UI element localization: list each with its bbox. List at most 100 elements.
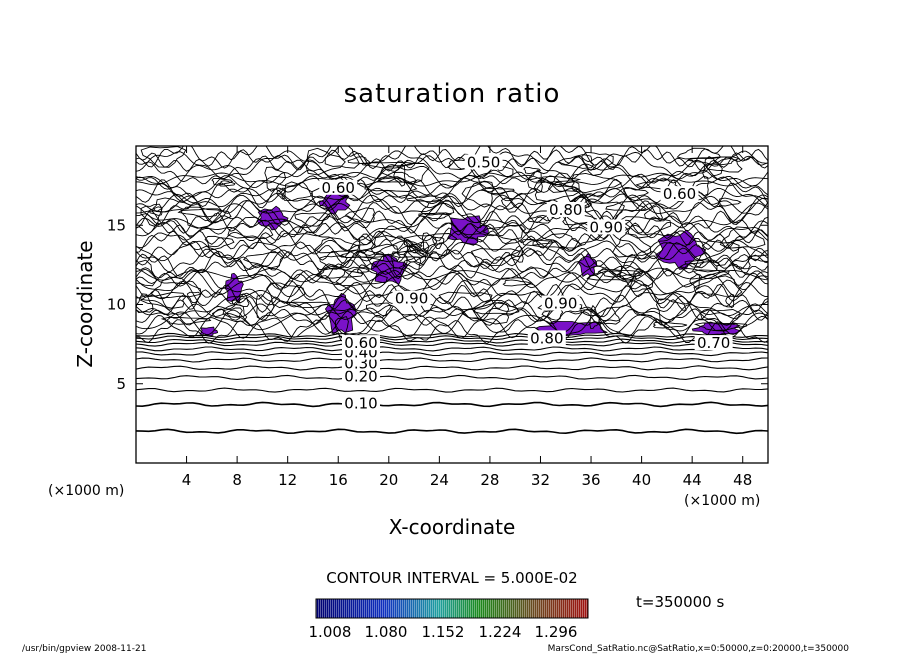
footer-left: /usr/bin/gpview 2008-11-21	[22, 644, 146, 654]
contour-cell	[580, 151, 614, 176]
plot-area: 0.100.200.300.400.60 0.80 0.700.90 0.900.90…	[136, 146, 768, 463]
contour-cell	[421, 232, 438, 253]
contour-cell	[684, 260, 705, 268]
x-axis-title: X-coordinate	[389, 515, 516, 539]
contour-label: 0.50	[467, 153, 500, 171]
contour-line	[136, 346, 768, 352]
chart-title: saturation ratio	[344, 79, 561, 109]
contour-cell	[276, 187, 287, 200]
contour-line	[136, 202, 768, 229]
contour-line	[136, 250, 768, 280]
contour-cell	[432, 236, 445, 249]
x-tick-label: 20	[379, 471, 398, 489]
x-tick-label: 8	[232, 471, 242, 489]
x-tick-label: 12	[278, 471, 297, 489]
contour-line	[136, 222, 768, 242]
contour-cell	[586, 270, 638, 281]
y-axis-ticks: 5 10 15	[107, 216, 768, 393]
contour-label: 0.60	[663, 185, 696, 203]
colorbar-tick-label: 1.008	[309, 623, 352, 641]
x-tick-label: 24	[430, 471, 449, 489]
contour-cell	[177, 208, 223, 218]
x-axis-ticks: 4 8 12 16 20 24 28 32 36 40 44 48	[182, 146, 752, 489]
contour-label-bg	[341, 368, 380, 384]
contour-line	[136, 239, 768, 262]
x-axis-unit-left: (×1000 m)	[48, 483, 124, 499]
contour-cell	[557, 154, 595, 169]
contour-cell	[472, 300, 520, 315]
contour-cell	[338, 249, 387, 258]
contour-cell	[438, 291, 493, 311]
contour-cell	[461, 180, 494, 208]
contour-cell	[204, 235, 235, 250]
contour-label: 0.20	[344, 367, 377, 385]
contour-line	[136, 294, 768, 321]
contour-cell	[693, 275, 743, 297]
contour-cell	[355, 243, 401, 262]
contour-line	[136, 187, 768, 209]
contour-cell	[656, 298, 687, 324]
contour-cell	[480, 187, 515, 195]
colorbar-tick-label: 1.080	[365, 623, 408, 641]
contour-cell	[380, 162, 430, 185]
contour-line	[136, 222, 768, 251]
contour-cell	[461, 302, 510, 325]
contour-cell	[717, 197, 742, 207]
contour-line	[136, 338, 768, 344]
contour-line	[136, 194, 768, 224]
x-tick-label: 36	[581, 471, 600, 489]
contour-label-bg	[341, 335, 380, 351]
contour-cell	[255, 294, 275, 321]
contour-interval-text: CONTOUR INTERVAL = 5.000E-02	[326, 569, 577, 587]
contour-cell	[403, 233, 458, 259]
contour-cell	[686, 156, 741, 166]
contour-label-bg	[660, 186, 699, 202]
contour-line-layer	[136, 146, 768, 435]
contour-cell	[227, 216, 274, 240]
contour-cell	[243, 252, 285, 269]
contour-line	[136, 265, 768, 283]
contour-cell	[344, 207, 375, 224]
x-tick-label: 40	[632, 471, 651, 489]
contour-label-bg	[587, 219, 626, 235]
contour-cell	[533, 181, 582, 202]
x-tick-label: 16	[329, 471, 348, 489]
contour-cell	[532, 233, 583, 249]
contour-cell	[405, 195, 443, 203]
contour-label-bg	[341, 395, 380, 411]
contour-cell	[370, 235, 423, 256]
contour-line	[136, 341, 768, 347]
x-axis-unit-right: (×1000 m)	[684, 493, 760, 509]
contour-cell	[692, 175, 709, 197]
x-tick-label: 44	[683, 471, 702, 489]
contour-cell	[211, 178, 234, 186]
colorbar-tick-label: 1.296	[535, 623, 578, 641]
contour-cell	[547, 172, 580, 193]
x-tick-label: 48	[733, 471, 752, 489]
contour-cell	[420, 199, 455, 216]
contour-cell	[324, 146, 360, 169]
contour-label-bg	[541, 295, 580, 311]
contour-cell	[231, 293, 250, 307]
contour-line	[136, 230, 768, 252]
contour-cell	[537, 175, 582, 183]
contour-label-bg	[392, 290, 431, 306]
contour-label: 0.70	[697, 334, 730, 352]
contour-line	[136, 241, 768, 270]
contour-label: 0.60	[344, 334, 377, 352]
contour-cell	[731, 253, 751, 270]
contour-line	[136, 308, 768, 326]
footer-right: MarsCond_SatRatio.nc@SatRatio,x=0:50000,…	[548, 644, 850, 654]
contour-cell	[622, 187, 650, 199]
contour-label: 0.10	[344, 394, 377, 412]
contour-cell	[222, 307, 243, 321]
contour-label-bg	[464, 154, 503, 170]
contour-cell	[281, 181, 313, 201]
contour-cell	[347, 156, 371, 165]
contour-cell	[719, 226, 766, 249]
contour-line	[136, 146, 768, 170]
contour-label: 0.90	[395, 290, 428, 308]
contour-line	[136, 279, 768, 307]
contour-cell	[571, 172, 623, 194]
